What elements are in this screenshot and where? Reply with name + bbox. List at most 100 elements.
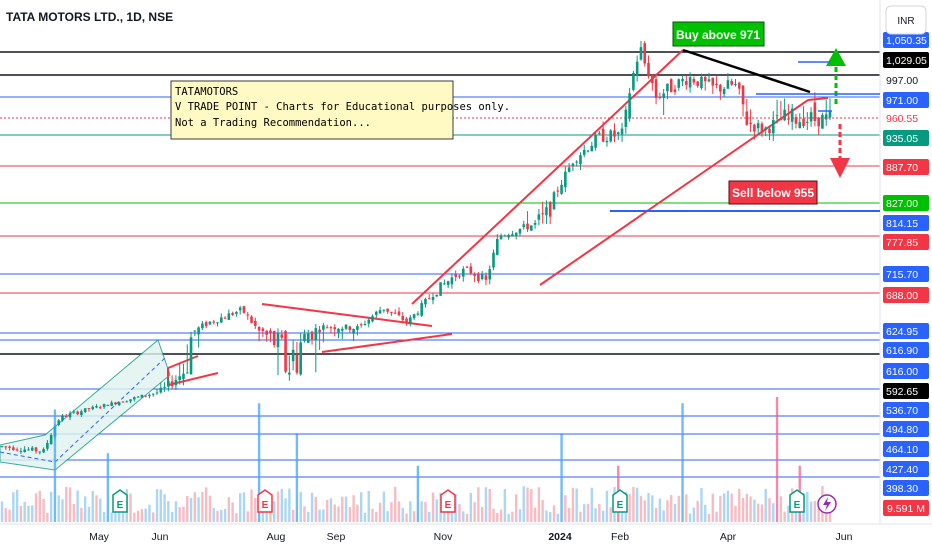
candle: [254, 317, 257, 329]
candle-body: [511, 234, 514, 236]
volume-bar: [549, 512, 552, 522]
volume-bar: [412, 511, 416, 522]
candle: [371, 314, 374, 323]
candle-body: [110, 402, 113, 406]
triangle-bottom: [321, 333, 453, 353]
volume-bar: [643, 500, 646, 522]
price-axis[interactable]: 1,050.35 1,029.05 997.00 971.00 960.55 935.05…: [883, 32, 929, 496]
earnings-icon[interactable]: E: [789, 489, 805, 513]
volume-bar: [719, 495, 722, 522]
volume-bar: [556, 513, 559, 522]
volume-bar: [477, 487, 480, 522]
candle: [303, 329, 306, 343]
candle-body: [91, 406, 95, 410]
candle: [197, 326, 200, 348]
candle-body: [688, 77, 692, 88]
earnings-icon[interactable]: E: [112, 489, 128, 513]
volume-bar: [681, 403, 684, 522]
candle-body: [322, 325, 325, 330]
volume-bar: [685, 494, 688, 522]
volume-bar: [514, 494, 518, 522]
volume-bar: [764, 488, 767, 522]
candle: [393, 309, 397, 314]
candle: [828, 98, 832, 121]
candle: [435, 294, 439, 298]
volume-bar: [167, 501, 170, 522]
candle: [673, 84, 677, 95]
volume-bar: [341, 496, 344, 522]
earnings-icon[interactable]: E: [612, 489, 628, 513]
candle-body: [560, 184, 563, 194]
earnings-icon[interactable]: E: [257, 489, 273, 513]
volume-bar: [140, 509, 144, 522]
candle: [329, 325, 333, 334]
volume-bar: [61, 499, 64, 522]
volume-bar: [144, 508, 147, 522]
candle-body: [651, 74, 654, 84]
volume-bar: [715, 511, 718, 522]
currency-button[interactable]: INR: [885, 5, 927, 35]
currency-label: INR: [897, 16, 914, 27]
candle-body: [586, 150, 590, 152]
volume-bar: [609, 507, 612, 522]
price-label-text: 1,050.35: [886, 35, 927, 47]
note-box[interactable]: TATAMOTORS V TRADE POINT - Charts for Ed…: [170, 80, 510, 140]
candle-body: [605, 140, 609, 143]
candle: [159, 382, 163, 394]
candle-body: [38, 451, 42, 453]
candle-body: [250, 316, 253, 323]
candle-body: [125, 401, 129, 403]
price-label-bg: [883, 323, 929, 339]
lightning-icon[interactable]: [817, 494, 837, 514]
candle: [813, 92, 817, 127]
candle-body: [280, 334, 284, 338]
candle-body: [658, 96, 662, 98]
candle: [696, 81, 699, 88]
candle: [99, 405, 102, 409]
candle-body: [787, 118, 790, 120]
volume-bar: [828, 510, 832, 522]
volume-bar: [31, 505, 34, 522]
candle: [632, 70, 635, 92]
candle: [443, 279, 446, 285]
price-label-bg: [883, 234, 929, 250]
volume-bar: [704, 504, 707, 522]
buy-callout[interactable]: Buy above 971: [672, 21, 765, 47]
candle: [424, 297, 427, 308]
candle-body: [276, 333, 280, 348]
candle: [779, 101, 783, 121]
candle-body: [401, 316, 405, 321]
volume-bar: [23, 501, 26, 522]
volume-bar: [121, 510, 125, 522]
candle: [322, 322, 325, 343]
candle: [30, 446, 34, 452]
candle-body: [692, 78, 696, 83]
candle: [575, 160, 578, 167]
candle: [526, 211, 529, 232]
volume-bar: [216, 510, 219, 522]
candle-body: [635, 61, 639, 76]
candle-body: [643, 43, 647, 64]
candle-body: [318, 329, 321, 333]
candle: [624, 106, 628, 134]
volume-bar: [378, 502, 382, 522]
candle: [821, 112, 824, 129]
earnings-icon[interactable]: E: [440, 489, 456, 513]
volume-bar: [700, 487, 703, 522]
volume-bar: [250, 489, 253, 522]
volume-bar: [159, 489, 162, 522]
candle: [42, 447, 45, 454]
sell-callout[interactable]: Sell below 955: [728, 180, 818, 205]
candle-body: [541, 213, 544, 215]
candle-body: [163, 386, 166, 388]
currency-button-frame[interactable]: [885, 5, 927, 35]
volume-bar: [428, 511, 431, 522]
candle: [61, 414, 64, 422]
candle-body: [295, 354, 299, 373]
time-tick: 2024: [548, 531, 572, 543]
candle-body: [590, 145, 594, 152]
candle-body: [19, 450, 23, 452]
candle-body: [57, 420, 61, 425]
candle-body: [443, 283, 446, 285]
